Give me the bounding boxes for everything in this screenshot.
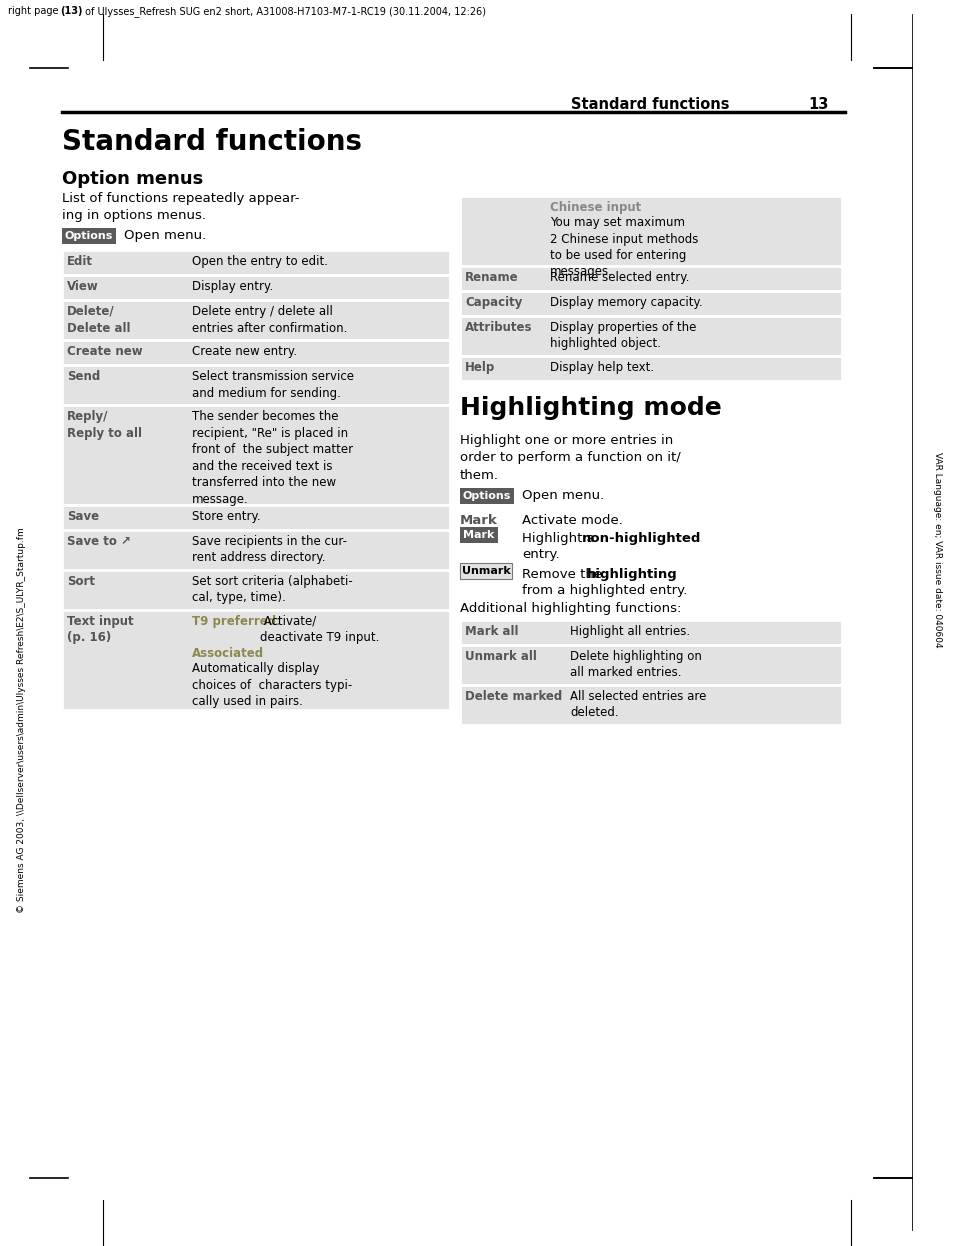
Text: List of functions repeatedly appear-
ing in options menus.: List of functions repeatedly appear- ing… (62, 192, 299, 223)
Text: from a highlighted entry.: from a highlighted entry. (521, 584, 686, 597)
FancyBboxPatch shape (62, 505, 450, 530)
Text: Automatically display
choices of  characters typi-
cally used in pairs.: Automatically display choices of charact… (192, 662, 352, 708)
Text: Attributes: Attributes (464, 321, 532, 334)
FancyBboxPatch shape (62, 340, 450, 365)
FancyBboxPatch shape (459, 265, 841, 292)
FancyBboxPatch shape (62, 250, 450, 275)
Text: Select transmission service
and medium for sending.: Select transmission service and medium f… (192, 370, 354, 400)
FancyBboxPatch shape (459, 527, 497, 543)
Text: Open menu.: Open menu. (521, 490, 603, 502)
FancyBboxPatch shape (459, 488, 514, 503)
Text: Capacity: Capacity (464, 297, 522, 309)
Text: Create new: Create new (67, 345, 143, 358)
Text: You may set maximum
2 Chinese input methods
to be used for entering
messages.: You may set maximum 2 Chinese input meth… (550, 216, 698, 279)
Text: Standard functions: Standard functions (571, 97, 729, 112)
Text: Highlighting mode: Highlighting mode (459, 396, 721, 420)
FancyBboxPatch shape (459, 316, 841, 356)
Text: © Siemens AG 2003, \\Dellserver\users\admin\Ulysses Refresh\E2\S_ULYR_Startup.fm: © Siemens AG 2003, \\Dellserver\users\ad… (17, 527, 27, 913)
Text: Additional highlighting functions:: Additional highlighting functions: (459, 602, 680, 616)
Text: Highlight all entries.: Highlight all entries. (569, 625, 689, 638)
Text: highlighting: highlighting (586, 568, 677, 581)
Text: Delete/
Delete all: Delete/ Delete all (67, 305, 131, 334)
Text: Send: Send (67, 370, 100, 383)
Text: Highlight one or more entries in
order to perform a function on it/
them.: Highlight one or more entries in order t… (459, 434, 680, 482)
Text: The sender becomes the
recipient, "Re" is placed in
front of  the subject matter: The sender becomes the recipient, "Re" i… (192, 410, 353, 506)
Text: Help: Help (464, 361, 495, 374)
Text: Store entry.: Store entry. (192, 510, 260, 523)
FancyBboxPatch shape (62, 365, 450, 405)
FancyBboxPatch shape (62, 405, 450, 505)
FancyBboxPatch shape (459, 196, 841, 265)
Text: non-highlighted: non-highlighted (581, 532, 700, 545)
FancyBboxPatch shape (62, 300, 450, 340)
FancyBboxPatch shape (459, 292, 841, 316)
Text: Open the entry to edit.: Open the entry to edit. (192, 255, 328, 268)
Text: Delete entry / delete all
entries after confirmation.: Delete entry / delete all entries after … (192, 305, 347, 334)
Text: Display help text.: Display help text. (550, 361, 654, 374)
Text: Associated: Associated (192, 647, 264, 660)
FancyBboxPatch shape (62, 275, 450, 300)
Text: Mark: Mark (459, 513, 497, 527)
Text: Sort: Sort (67, 574, 95, 588)
Text: Highlight a: Highlight a (521, 532, 598, 545)
Text: Display memory capacity.: Display memory capacity. (550, 297, 702, 309)
Text: Mark: Mark (463, 530, 495, 540)
Text: (13): (13) (60, 6, 82, 16)
FancyBboxPatch shape (459, 621, 841, 645)
Text: Activate mode.: Activate mode. (521, 513, 622, 527)
Text: Save: Save (67, 510, 99, 523)
Text: Edit: Edit (67, 255, 92, 268)
Text: Set sort criteria (alphabeti-
cal, type, time).: Set sort criteria (alphabeti- cal, type,… (192, 574, 353, 604)
FancyBboxPatch shape (459, 563, 512, 579)
Text: Unmark all: Unmark all (464, 650, 537, 663)
Text: Text input
(p. 16): Text input (p. 16) (67, 616, 133, 644)
Text: Options: Options (65, 231, 113, 240)
Text: entry.: entry. (521, 548, 559, 561)
Text: Save to ↗: Save to ↗ (67, 535, 131, 548)
Text: 13: 13 (807, 97, 827, 112)
Text: Rename: Rename (464, 270, 518, 284)
FancyBboxPatch shape (459, 356, 841, 381)
Text: Rename selected entry.: Rename selected entry. (550, 270, 689, 284)
Text: Unmark: Unmark (461, 566, 510, 576)
Text: Mark all: Mark all (464, 625, 518, 638)
Text: View: View (67, 280, 99, 293)
FancyBboxPatch shape (459, 685, 841, 725)
Text: right page: right page (8, 6, 62, 16)
Text: Remove the: Remove the (521, 568, 606, 581)
Text: Open menu.: Open menu. (124, 229, 206, 243)
Text: Delete marked: Delete marked (464, 690, 561, 703)
Text: Save recipients in the cur-
rent address directory.: Save recipients in the cur- rent address… (192, 535, 347, 564)
Text: Create new entry.: Create new entry. (192, 345, 296, 358)
Text: Delete highlighting on
all marked entries.: Delete highlighting on all marked entrie… (569, 650, 701, 679)
Text: Standard functions: Standard functions (62, 128, 361, 156)
Text: of Ulysses_Refresh SUG en2 short, A31008-H7103-M7-1-RC19 (30.11.2004, 12:26): of Ulysses_Refresh SUG en2 short, A31008… (82, 6, 485, 17)
FancyBboxPatch shape (459, 645, 841, 685)
FancyBboxPatch shape (62, 569, 450, 611)
Text: T9 preferred:: T9 preferred: (192, 616, 281, 628)
Text: Reply/
Reply to all: Reply/ Reply to all (67, 410, 142, 440)
Text: All selected entries are
deleted.: All selected entries are deleted. (569, 690, 705, 719)
FancyBboxPatch shape (62, 611, 450, 710)
FancyBboxPatch shape (62, 530, 450, 569)
Text: Display entry.: Display entry. (192, 280, 273, 293)
FancyBboxPatch shape (62, 228, 116, 244)
Text: Activate/
deactivate T9 input.: Activate/ deactivate T9 input. (260, 616, 379, 644)
Text: Chinese input: Chinese input (550, 201, 640, 214)
Text: Option menus: Option menus (62, 169, 203, 188)
Text: Options: Options (462, 491, 511, 501)
Text: Display properties of the
highlighted object.: Display properties of the highlighted ob… (550, 321, 696, 350)
Text: VAR Language: en; VAR issue date: 040604: VAR Language: en; VAR issue date: 040604 (933, 452, 942, 648)
